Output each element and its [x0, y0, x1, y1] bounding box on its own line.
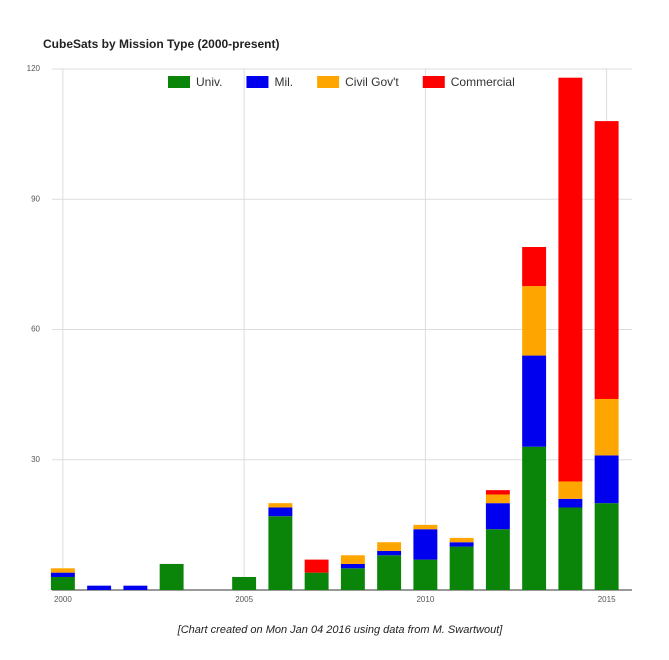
- y-tick-label: 120: [27, 64, 41, 73]
- bar-segment: [485, 503, 510, 530]
- bar-segment: [485, 490, 510, 495]
- y-tick-label: 30: [31, 455, 40, 464]
- bar-segment: [304, 559, 329, 573]
- bar-segment: [232, 576, 257, 590]
- bar-segment: [594, 121, 619, 399]
- bar-segment: [485, 529, 510, 590]
- legend-label: Civil Gov't: [345, 75, 399, 89]
- bar-segment: [522, 446, 547, 590]
- bar-segment: [377, 555, 402, 590]
- x-tick-label: 2010: [416, 595, 434, 604]
- bar-segment: [340, 568, 365, 590]
- x-tick-label: 2015: [598, 595, 616, 604]
- bar-segment: [377, 550, 402, 556]
- x-tick-label: 2005: [235, 595, 253, 604]
- bar-segment: [413, 559, 438, 590]
- legend-swatch: [246, 76, 269, 88]
- bar-segment: [87, 585, 112, 590]
- legend-label: Commercial: [451, 75, 515, 89]
- bar-segment: [413, 524, 438, 530]
- bar-segment: [522, 247, 547, 287]
- bar-segment: [377, 542, 402, 551]
- bar-segment: [594, 455, 619, 504]
- bar-segment: [304, 572, 329, 590]
- legend-swatch: [422, 76, 445, 88]
- bar-segment: [413, 529, 438, 560]
- bar-segment: [558, 498, 583, 508]
- bar-segment: [123, 585, 148, 590]
- bar-segment: [558, 507, 583, 590]
- legend-swatch: [168, 76, 190, 88]
- bar-segment: [50, 576, 75, 590]
- bar-segment: [268, 503, 293, 508]
- bar-segment: [594, 398, 619, 456]
- bar-segment: [50, 572, 75, 577]
- bar-segment: [558, 77, 583, 482]
- bar-segment: [268, 507, 293, 517]
- bar-segment: [558, 481, 583, 499]
- bar-segment: [268, 516, 293, 590]
- bar-segment: [340, 563, 365, 569]
- bar-segment: [449, 542, 474, 547]
- bar-segment: [159, 563, 184, 590]
- y-tick-label: 60: [31, 325, 40, 334]
- bar-segment: [50, 568, 75, 573]
- legend-label: Univ.: [196, 75, 222, 89]
- footnote: [Chart created on Mon Jan 04 2016 using …: [177, 624, 504, 636]
- legend-swatch: [317, 76, 340, 88]
- bar-segment: [522, 286, 547, 356]
- x-tick-label: 2000: [54, 595, 72, 604]
- chart-title: CubeSats by Mission Type (2000-present): [43, 37, 280, 51]
- legend-label: Mil.: [274, 75, 293, 89]
- y-tick-label: 90: [31, 194, 40, 203]
- bar-segment: [449, 537, 474, 543]
- bar-segment: [522, 355, 547, 447]
- bar-segment: [340, 555, 365, 564]
- bar-segment: [594, 503, 619, 590]
- bar-segment: [449, 546, 474, 590]
- bar-segment: [485, 494, 510, 504]
